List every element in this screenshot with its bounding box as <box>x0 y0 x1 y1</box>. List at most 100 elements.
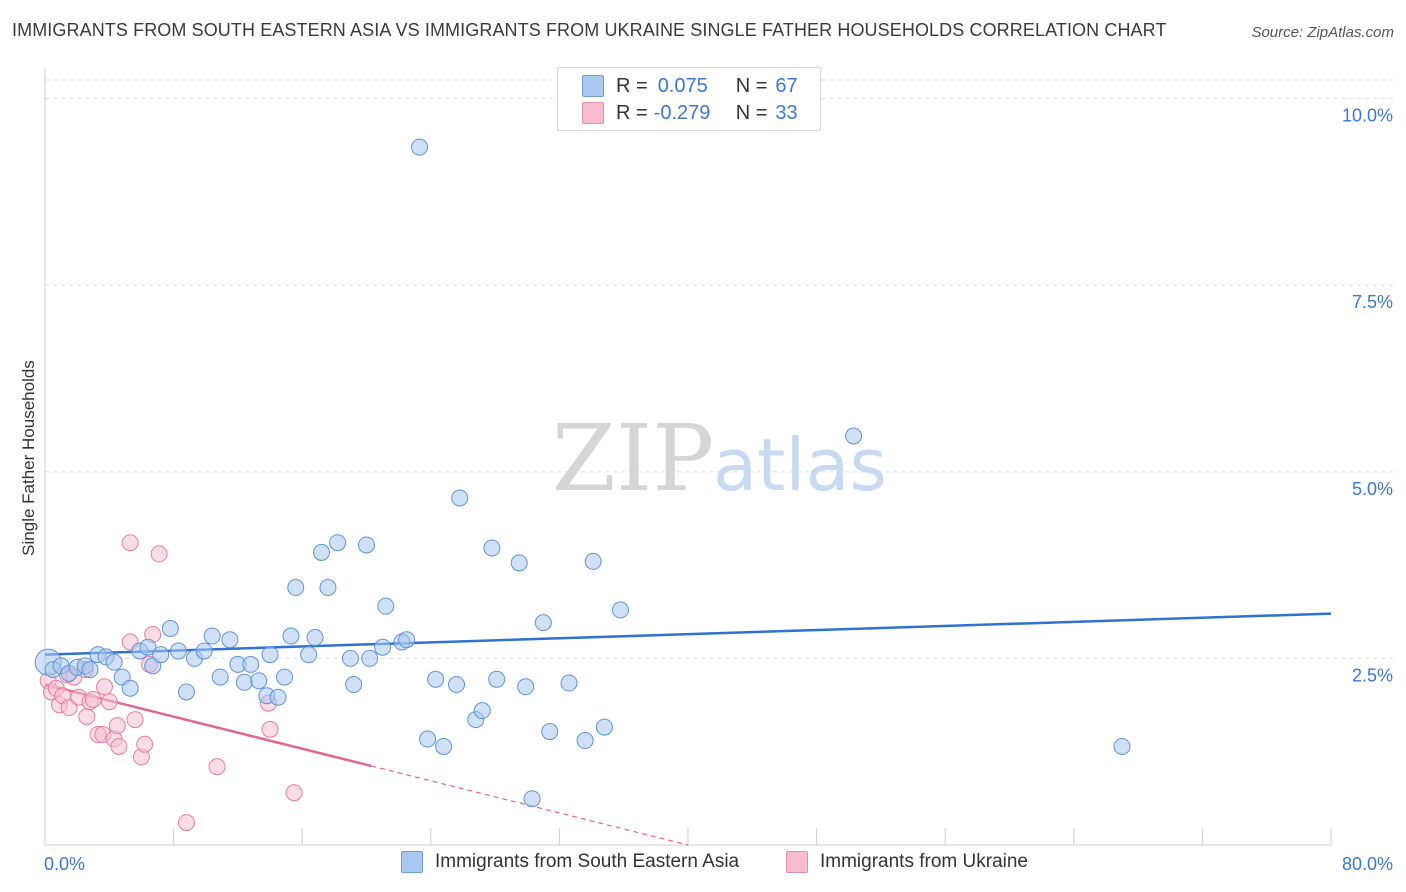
data-point-south-eastern-asia <box>358 536 375 554</box>
data-point-south-eastern-asia <box>584 552 602 570</box>
data-point-south-eastern-asia <box>319 579 337 597</box>
data-point-south-eastern-asia <box>341 649 359 667</box>
data-point-ukraine <box>95 678 113 696</box>
data-point-south-eastern-asia <box>152 646 170 664</box>
chart-title: IMMIGRANTS FROM SOUTH EASTERN ASIA VS IM… <box>12 20 1167 40</box>
data-point-south-eastern-asia <box>517 678 535 696</box>
data-point-south-eastern-asia <box>345 676 363 694</box>
data-point-south-eastern-asia <box>595 718 613 736</box>
data-point-ukraine <box>108 717 126 735</box>
series-legend-label: Immigrants from Ukraine <box>820 851 1028 872</box>
data-point-south-eastern-asia <box>1113 737 1131 755</box>
data-point-south-eastern-asia <box>203 627 221 645</box>
data-point-south-eastern-asia <box>169 642 187 660</box>
data-point-south-eastern-asia <box>105 653 123 671</box>
data-point-south-eastern-asia <box>81 661 99 679</box>
data-point-south-eastern-asia <box>300 646 318 664</box>
legend-swatch-pink <box>582 102 604 124</box>
data-point-ukraine <box>121 534 139 552</box>
y-tick-label: 5.0% <box>1352 479 1393 499</box>
data-point-south-eastern-asia <box>845 427 863 445</box>
correlation-legend: R = 0.075 N = 67 R = -0.279 N = 33 <box>557 67 821 131</box>
data-point-south-eastern-asia <box>276 668 294 686</box>
data-point-ukraine <box>78 708 96 726</box>
data-point-ukraine <box>261 720 279 738</box>
legend-r-value: 0.075 <box>657 74 708 97</box>
data-point-south-eastern-asia <box>560 674 578 692</box>
data-point-south-eastern-asia <box>534 614 552 632</box>
series-legend: Immigrants from South Eastern Asia Immig… <box>0 851 1406 877</box>
data-point-south-eastern-asia <box>576 732 594 750</box>
data-point-south-eastern-asia <box>361 649 379 667</box>
data-point-south-eastern-asia <box>523 790 541 808</box>
legend-r-value: -0.279 <box>653 101 711 124</box>
y-tick-label: 10.0% <box>1342 106 1393 126</box>
data-point-south-eastern-asia <box>473 702 491 720</box>
data-point-ukraine <box>126 711 144 729</box>
series-legend-item-ukraine[interactable]: Immigrants from Ukraine <box>786 851 1028 873</box>
legend-r-label: R = <box>616 74 648 97</box>
data-point-south-eastern-asia <box>121 679 139 697</box>
data-point-south-eastern-asia <box>312 543 330 561</box>
data-point-ukraine <box>285 784 303 802</box>
data-point-south-eastern-asia <box>427 670 445 688</box>
data-point-south-eastern-asia <box>195 642 213 660</box>
legend-row-ukraine: R = -0.279 N = 33 <box>582 101 798 125</box>
data-point-south-eastern-asia <box>448 676 466 694</box>
data-point-south-eastern-asia <box>541 723 559 741</box>
data-point-ukraine <box>136 735 154 753</box>
legend-swatch-blue <box>582 75 604 97</box>
data-point-south-eastern-asia <box>161 620 179 638</box>
watermark: ZIP atlas <box>552 405 887 512</box>
data-point-south-eastern-asia <box>269 688 287 706</box>
grid-lines <box>45 79 1394 659</box>
x-tick-label: 80.0% <box>1342 854 1393 874</box>
tick-labels: 2.5% 5.0% 7.5% 10.0% 0.0% 80.0% <box>44 106 1393 874</box>
legend-n-label: N = <box>735 101 768 124</box>
series-legend-item-south-eastern-asia[interactable]: Immigrants from South Eastern Asia <box>401 851 739 873</box>
data-point-ukraine <box>177 814 195 832</box>
data-point-south-eastern-asia <box>287 579 305 597</box>
data-point-ukraine <box>60 699 78 717</box>
data-point-ukraine <box>100 693 118 711</box>
series-legend-label: Immigrants from South Eastern Asia <box>435 851 740 872</box>
source-label: Source: ZipAtlas.com <box>1251 24 1394 41</box>
data-point-south-eastern-asia <box>411 138 429 156</box>
data-point-south-eastern-asia <box>261 646 279 664</box>
data-point-ukraine <box>110 737 128 755</box>
series-swatch-pink <box>786 851 808 873</box>
data-point-ukraine <box>208 758 226 776</box>
data-point-south-eastern-asia <box>282 627 300 645</box>
data-point-south-eastern-asia <box>611 601 629 619</box>
data-point-south-eastern-asia <box>374 638 392 656</box>
data-point-south-eastern-asia <box>510 554 528 572</box>
watermark-zip: ZIP <box>552 405 714 512</box>
data-point-south-eastern-asia <box>435 737 453 755</box>
y-tick-label: 2.5% <box>1352 665 1393 685</box>
data-point-south-eastern-asia <box>211 668 229 686</box>
data-points <box>34 138 1131 832</box>
data-point-south-eastern-asia <box>488 670 506 688</box>
y-axis-title: Single Father Households <box>19 360 38 556</box>
data-point-south-eastern-asia <box>235 673 253 691</box>
x-tick-label: 0.0% <box>44 854 85 874</box>
legend-n-value: 67 <box>775 74 798 97</box>
data-point-south-eastern-asia <box>451 489 469 507</box>
legend-n-value: 33 <box>775 101 798 124</box>
legend-r-label: R = <box>616 101 648 124</box>
data-point-south-eastern-asia <box>221 631 239 649</box>
data-point-south-eastern-asia <box>398 631 416 649</box>
data-point-south-eastern-asia <box>419 730 437 748</box>
legend-row-south-eastern-asia: R = 0.075 N = 67 <box>582 74 798 98</box>
legend-n-label: N = <box>735 74 768 97</box>
data-point-south-eastern-asia <box>306 629 324 647</box>
trend-lines <box>44 612 1332 846</box>
data-point-ukraine <box>84 690 102 708</box>
y-tick-label: 7.5% <box>1352 292 1393 312</box>
data-point-south-eastern-asia <box>139 638 157 656</box>
data-point-south-eastern-asia <box>377 597 395 615</box>
data-point-south-eastern-asia <box>242 655 260 673</box>
series-swatch-blue <box>401 851 423 873</box>
data-point-south-eastern-asia <box>250 672 268 690</box>
